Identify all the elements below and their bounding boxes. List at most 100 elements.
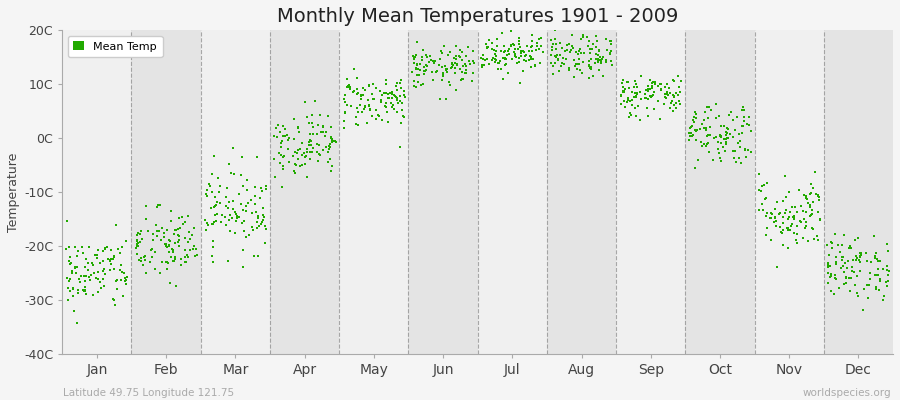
Point <box>255 188 269 194</box>
Point <box>104 247 118 253</box>
Y-axis label: Temperature: Temperature <box>7 152 20 232</box>
Point <box>275 133 290 140</box>
Point <box>162 243 176 250</box>
Point <box>755 201 770 207</box>
Point <box>235 220 249 226</box>
Point <box>633 116 647 123</box>
Point <box>226 197 240 204</box>
Point <box>653 87 668 93</box>
Point <box>158 241 172 248</box>
Point <box>172 232 186 239</box>
Point <box>623 97 637 104</box>
Point <box>604 48 618 54</box>
Point <box>581 38 596 44</box>
Point <box>851 292 866 299</box>
Point <box>223 212 238 218</box>
Point <box>305 144 320 151</box>
Point <box>366 96 381 103</box>
Point <box>508 42 522 48</box>
Point <box>139 203 153 209</box>
Point <box>713 155 727 162</box>
Point <box>849 257 863 264</box>
Point <box>616 88 631 94</box>
Point <box>547 36 562 42</box>
Point <box>380 108 394 115</box>
Point <box>575 69 590 76</box>
Point <box>341 83 356 90</box>
Point <box>251 215 266 222</box>
Point <box>572 60 586 67</box>
Point <box>524 64 538 70</box>
Point <box>718 148 733 154</box>
Point <box>756 181 770 188</box>
Point <box>455 62 470 69</box>
Point <box>337 117 351 124</box>
Point <box>250 154 265 160</box>
Point <box>504 28 518 34</box>
Point <box>160 266 175 272</box>
Point <box>275 137 290 144</box>
Point <box>829 259 843 265</box>
Point <box>493 48 508 54</box>
Point <box>490 36 504 42</box>
Point <box>186 225 201 231</box>
Point <box>760 213 774 219</box>
Point <box>267 174 282 180</box>
Point <box>803 213 817 220</box>
Point <box>790 222 805 229</box>
Point <box>87 270 102 277</box>
Point <box>794 219 808 225</box>
Point <box>489 48 503 54</box>
Point <box>132 238 147 245</box>
Point <box>379 81 393 87</box>
Point <box>713 133 727 140</box>
Point <box>593 56 608 63</box>
Title: Monthly Mean Temperatures 1901 - 2009: Monthly Mean Temperatures 1901 - 2009 <box>277 7 679 26</box>
Point <box>854 250 868 256</box>
Point <box>735 123 750 129</box>
Point <box>481 44 495 50</box>
Point <box>390 95 404 101</box>
Point <box>436 73 450 79</box>
Point <box>647 78 662 85</box>
Point <box>860 295 875 301</box>
Point <box>234 172 248 179</box>
Point <box>562 49 577 56</box>
Point <box>738 154 752 160</box>
Point <box>571 61 585 67</box>
Point <box>508 51 523 58</box>
Point <box>176 221 190 228</box>
Point <box>768 206 782 212</box>
Point <box>137 254 151 260</box>
Point <box>407 55 421 61</box>
Point <box>805 211 819 218</box>
Point <box>166 248 180 255</box>
Point <box>463 61 477 68</box>
Point <box>772 210 787 217</box>
Point <box>374 92 389 98</box>
Point <box>852 250 867 257</box>
Point <box>534 42 548 49</box>
Point <box>491 60 506 67</box>
Point <box>76 287 90 293</box>
Point <box>730 114 744 120</box>
Point <box>305 149 320 156</box>
Point <box>251 252 266 259</box>
Point <box>256 205 270 212</box>
Point <box>658 90 672 97</box>
Point <box>665 98 680 104</box>
Point <box>516 48 530 54</box>
Point <box>292 146 307 153</box>
Point <box>302 156 317 162</box>
Point <box>373 88 387 94</box>
Point <box>594 59 608 66</box>
Point <box>354 92 368 99</box>
Point <box>183 236 197 242</box>
Point <box>78 284 93 290</box>
Point <box>520 43 535 49</box>
Point <box>868 252 883 259</box>
Point <box>849 257 863 263</box>
Point <box>139 270 153 276</box>
Point <box>338 99 353 105</box>
Point <box>735 130 750 136</box>
